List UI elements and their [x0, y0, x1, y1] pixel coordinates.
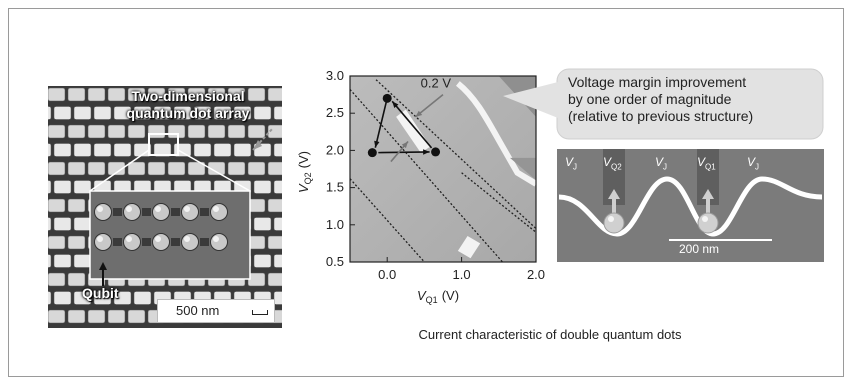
chart-caption: Current characteristic of double quantum…	[418, 327, 682, 342]
charge-state-point	[367, 148, 377, 158]
qubit-dot	[181, 203, 199, 221]
qubit-dot	[123, 233, 141, 251]
qubit-dot	[152, 203, 170, 221]
qubit-dot	[152, 233, 170, 251]
arrow-b-to-c	[378, 151, 430, 154]
qubit-dot	[123, 203, 141, 221]
callout-pointer	[503, 82, 558, 118]
inset-label-vj-right: VJ	[747, 155, 760, 172]
charge-state-point	[382, 93, 392, 103]
inset-label-vj-left: VJ	[565, 155, 578, 172]
qubit-dot	[210, 233, 228, 251]
y-tick-label: 3.0	[326, 68, 344, 83]
margin-annotation: 0.2 V	[421, 75, 452, 90]
sem-scale-label: 500 nm	[176, 303, 220, 318]
inset-label-vq2: VQ2	[603, 155, 622, 172]
dark-region	[498, 76, 536, 117]
sem-scale-bar	[252, 310, 268, 315]
arrow-c-to-a	[391, 100, 433, 149]
current-characteristic-chart: 0.0 1.0 2.0 0.5 1.0 1.5 2.0 2.5 3.0 0.2 V VQ1 (V)…	[290, 60, 552, 327]
x-tick-label: 1.0	[453, 267, 471, 282]
sem-title: Two-dimensional quantum dot array	[88, 88, 288, 122]
plot-frame	[349, 75, 537, 263]
y-tick-label: 1.0	[326, 217, 344, 232]
qubit-dot	[181, 233, 199, 251]
boundary-line-2	[375, 79, 537, 229]
callout-line3: (relative to previous structure)	[568, 108, 754, 124]
sem-title-line1: Two-dimensional	[131, 88, 245, 104]
x-tick-label: 2.0	[527, 267, 545, 282]
callout-text: Voltage margin improvement by one order …	[568, 74, 823, 125]
x-tick-label: 0.0	[378, 267, 396, 282]
qubit-dot	[94, 203, 112, 221]
arrow-a-to-b	[374, 102, 387, 148]
margin-window	[396, 109, 431, 153]
inset-scale-label: 200 nm	[679, 242, 720, 256]
current-spot	[457, 235, 481, 259]
arrow-c-to-a-head	[392, 101, 399, 109]
margin-arrow-upper-head	[415, 110, 423, 117]
sem-scale-box	[157, 299, 275, 323]
boundary-line-3	[349, 178, 425, 263]
y-tick-label: 2.5	[326, 105, 344, 120]
y-tick-label: 1.5	[326, 180, 344, 195]
y-axis-label: VQ2(V)	[296, 151, 313, 193]
arrow-a-to-b-head	[374, 140, 380, 148]
qubit-dot	[210, 203, 228, 221]
potential-inset: VJ VQ2 VJ VQ1 VJ 200 nm	[557, 149, 824, 262]
callout-line2: by one order of magnitude	[568, 91, 732, 107]
y-tick-label: 2.0	[326, 142, 344, 157]
sem-image	[48, 86, 282, 328]
margin-arrow-lower-head	[401, 141, 409, 149]
y-tick-label: 0.5	[326, 254, 344, 269]
inset-label-vj-middle: VJ	[655, 155, 668, 172]
sem-title-line2: quantum dot array	[126, 105, 250, 121]
x-axis-label: VQ1 (V)	[417, 288, 459, 305]
inset-label-vq1: VQ1	[697, 155, 716, 172]
qubit-dot	[94, 233, 112, 251]
arrow-b-to-c-head	[423, 149, 430, 155]
current-ridge	[455, 81, 538, 187]
qubit-label: Qubit	[82, 285, 119, 301]
plot-background	[350, 76, 536, 262]
charge-state-point	[431, 147, 441, 157]
callout-line1: Voltage margin improvement	[568, 74, 747, 90]
